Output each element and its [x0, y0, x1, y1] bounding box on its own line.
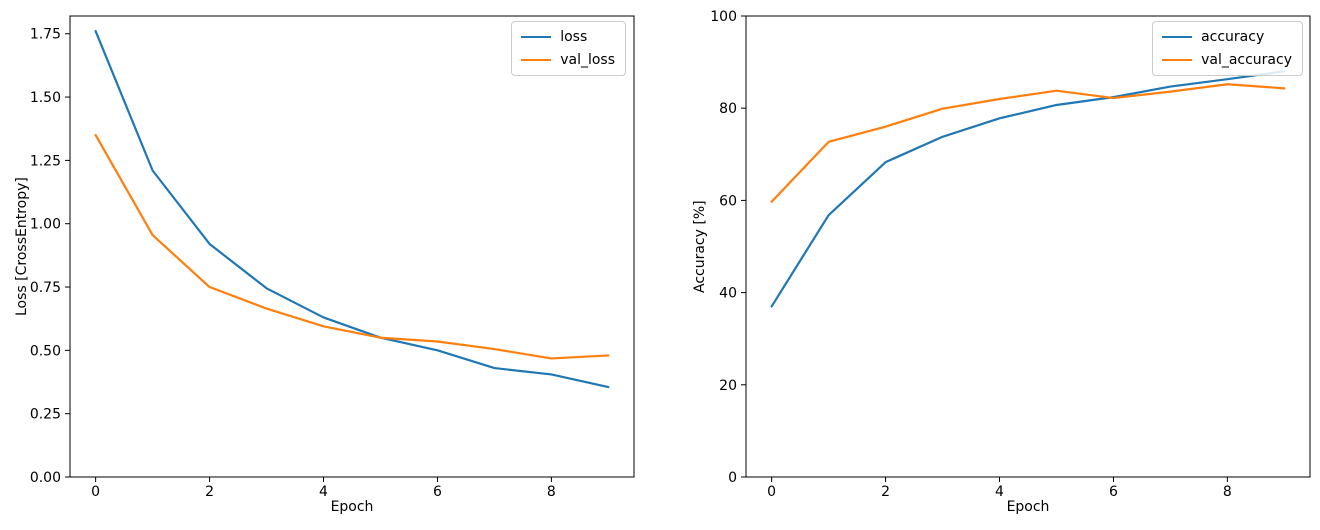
y-tick-label: 0.00	[30, 470, 61, 486]
y-tick-label: 20	[719, 378, 737, 394]
y-tick-label: 0	[728, 470, 737, 486]
loss-chart-xlabel: Epoch	[330, 499, 374, 515]
accuracy-chart-xlabel: Epoch	[1006, 499, 1050, 515]
y-tick-label: 1.00	[30, 217, 61, 233]
axes-0: 0 2 4 6 8 0.00 0.25 0.50 0.75 1.00 1.25 1.50 1.75	[30, 15, 635, 500]
y-tick-label: 0.50	[30, 343, 61, 359]
y-tick-label: 1.25	[30, 153, 61, 169]
accuracy-line	[770, 70, 1286, 308]
x-tick-label: 4	[319, 484, 328, 500]
val-accuracy-line-sample	[1162, 59, 1193, 61]
legend-row: val_accuracy	[1162, 51, 1292, 69]
x-tick-label: 4	[995, 484, 1004, 500]
val_accuracy-line	[770, 83, 1286, 203]
y-tick-label: 1.75	[30, 27, 61, 43]
y-tick-label: 1.50	[30, 90, 61, 106]
legend-label-val-loss: val_loss	[560, 52, 615, 68]
val_loss-line	[94, 133, 610, 360]
y-tick-label: 0.25	[30, 407, 61, 423]
x-tick-label: 8	[1223, 484, 1232, 500]
x-tick-label: 0	[91, 484, 100, 500]
x-tick-label: 6	[1109, 484, 1118, 500]
plot-spines	[745, 15, 1311, 478]
loss-chart-ylabel: Loss [CrossEntropy]	[14, 177, 30, 316]
legend-row: val_loss	[521, 51, 615, 69]
loss-line	[94, 30, 610, 389]
legend-label-loss: loss	[560, 29, 588, 45]
accuracy-chart-legend: accuracy val_accuracy	[1152, 21, 1303, 76]
x-tick-label: 6	[433, 484, 442, 500]
y-tick-label: 80	[719, 101, 737, 117]
loss-line-sample	[521, 36, 552, 38]
plot-spines	[69, 15, 635, 478]
loss-chart-legend: loss val_loss	[511, 21, 626, 76]
x-tick-label: 8	[547, 484, 556, 500]
x-tick-label: 2	[205, 484, 214, 500]
legend-row: accuracy	[1162, 28, 1292, 46]
val-loss-line-sample	[521, 59, 552, 61]
y-tick-label: 100	[710, 9, 737, 25]
accuracy-chart-ylabel: Accuracy [%]	[692, 200, 708, 293]
x-tick-label: 2	[881, 484, 890, 500]
legend-row: loss	[521, 28, 615, 46]
y-tick-label: 60	[719, 193, 737, 209]
y-tick-label: 40	[719, 286, 737, 302]
accuracy-line-sample	[1162, 36, 1193, 38]
x-tick-label: 0	[767, 484, 776, 500]
legend-label-accuracy: accuracy	[1201, 29, 1265, 45]
y-tick-label: 0.75	[30, 280, 61, 296]
legend-label-val-accuracy: val_accuracy	[1201, 52, 1292, 68]
